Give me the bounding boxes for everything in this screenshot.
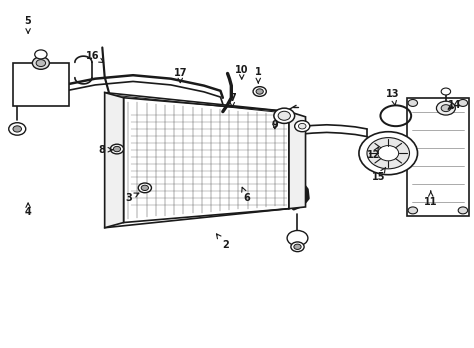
Circle shape (437, 101, 456, 115)
Circle shape (295, 121, 310, 132)
Circle shape (441, 105, 451, 112)
Circle shape (9, 123, 26, 135)
Circle shape (13, 126, 21, 132)
Circle shape (458, 207, 468, 214)
Circle shape (359, 132, 418, 175)
Circle shape (278, 111, 291, 120)
Circle shape (441, 88, 451, 95)
Text: 13: 13 (386, 89, 400, 105)
Text: 10: 10 (235, 65, 248, 79)
Text: 15: 15 (372, 167, 386, 182)
Polygon shape (289, 112, 306, 209)
Circle shape (287, 230, 308, 246)
Circle shape (36, 60, 46, 66)
Polygon shape (105, 93, 124, 228)
Circle shape (367, 137, 410, 169)
Text: 7: 7 (229, 93, 236, 107)
Circle shape (458, 100, 468, 106)
Text: 12: 12 (367, 147, 381, 160)
Text: 1: 1 (255, 67, 262, 83)
Circle shape (294, 244, 301, 250)
Text: 4: 4 (25, 203, 31, 217)
Circle shape (378, 145, 399, 161)
Circle shape (32, 57, 49, 69)
Circle shape (141, 185, 148, 191)
Circle shape (408, 207, 418, 214)
Text: 16: 16 (86, 51, 104, 62)
Circle shape (253, 87, 266, 96)
Polygon shape (124, 98, 289, 222)
Text: 8: 8 (99, 145, 112, 155)
Text: 6: 6 (242, 187, 250, 203)
Text: 2: 2 (217, 234, 228, 250)
Polygon shape (407, 98, 469, 216)
Circle shape (291, 242, 304, 252)
Circle shape (35, 50, 47, 59)
Polygon shape (12, 63, 69, 106)
Circle shape (138, 183, 152, 193)
Circle shape (110, 144, 124, 154)
Circle shape (113, 147, 120, 152)
Circle shape (256, 89, 264, 94)
Text: 9: 9 (272, 120, 278, 130)
Circle shape (408, 100, 418, 106)
Text: 3: 3 (125, 193, 139, 203)
Text: 5: 5 (25, 16, 31, 33)
Text: 17: 17 (173, 69, 187, 82)
Circle shape (274, 108, 295, 124)
Text: 14: 14 (447, 100, 461, 110)
Text: 11: 11 (424, 191, 438, 207)
Circle shape (299, 124, 306, 129)
